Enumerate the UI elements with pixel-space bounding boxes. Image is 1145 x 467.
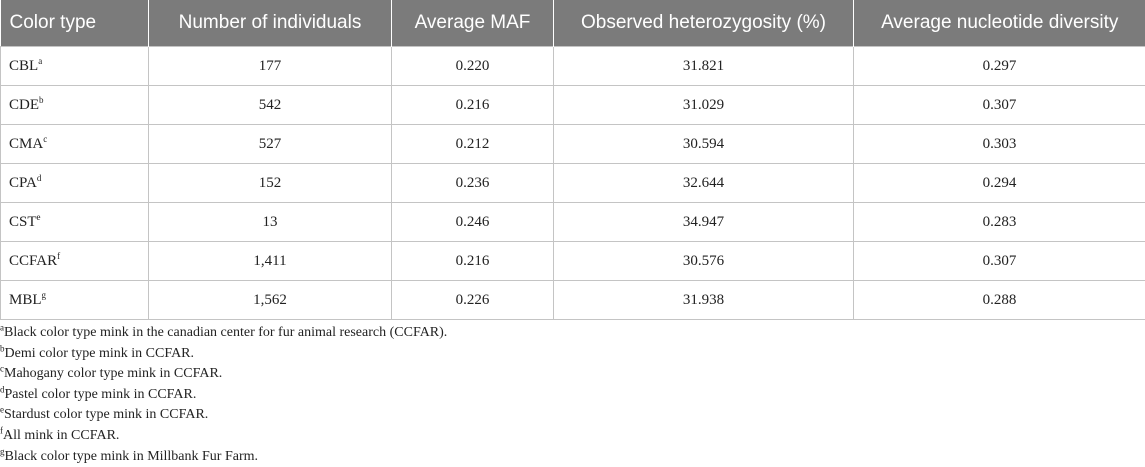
cell-average-nucleotide-diversity: 0.297 xyxy=(854,47,1145,86)
footnote: fAll mink in CCFAR. xyxy=(0,426,1145,447)
color-type-label: MBL xyxy=(9,292,42,308)
cell-average-maf: 0.226 xyxy=(392,281,554,320)
cell-average-maf: 0.216 xyxy=(392,242,554,281)
column-header-average-maf: Average MAF xyxy=(392,0,554,47)
footnote: aBlack color type mink in the canadian c… xyxy=(0,323,1145,344)
cell-number-of-individuals: 1,411 xyxy=(149,242,392,281)
footnote-text: Mahogany color type mink in CCFAR. xyxy=(4,366,222,381)
cell-observed-heterozygosity: 31.029 xyxy=(554,86,854,125)
color-type-label: CDE xyxy=(9,97,39,113)
cell-number-of-individuals: 152 xyxy=(149,164,392,203)
cell-color-type: CCFARf xyxy=(1,242,149,281)
cell-number-of-individuals: 1,562 xyxy=(149,281,392,320)
cell-average-nucleotide-diversity: 0.307 xyxy=(854,242,1145,281)
cell-average-nucleotide-diversity: 0.294 xyxy=(854,164,1145,203)
column-header-number-of-individuals: Number of individuals xyxy=(149,0,392,47)
genetic-diversity-table: Color type Number of individuals Average… xyxy=(0,0,1145,320)
table-header-row: Color type Number of individuals Average… xyxy=(1,0,1145,47)
footnote: eStardust color type mink in CCFAR. xyxy=(0,405,1145,426)
footnote: cMahogany color type mink in CCFAR. xyxy=(0,364,1145,385)
table-row: MBLg 1,562 0.226 31.938 0.288 xyxy=(1,281,1145,320)
cell-observed-heterozygosity: 30.576 xyxy=(554,242,854,281)
footnote-text: Black color type mink in the canadian ce… xyxy=(4,325,447,340)
color-type-label: CPA xyxy=(9,175,37,191)
footnote-text: Demi color type mink in CCFAR. xyxy=(5,346,195,361)
footnote-marker: d xyxy=(37,173,42,183)
cell-average-maf: 0.216 xyxy=(392,86,554,125)
color-type-label: CCFAR xyxy=(9,253,57,269)
table-row: CSTe 13 0.246 34.947 0.283 xyxy=(1,203,1145,242)
cell-observed-heterozygosity: 31.821 xyxy=(554,47,854,86)
cell-color-type: CBLa xyxy=(1,47,149,86)
footnote: bDemi color type mink in CCFAR. xyxy=(0,344,1145,365)
cell-observed-heterozygosity: 30.594 xyxy=(554,125,854,164)
footnote: gBlack color type mink in Millbank Fur F… xyxy=(0,447,1145,467)
footnote-marker: b xyxy=(39,95,44,105)
cell-observed-heterozygosity: 34.947 xyxy=(554,203,854,242)
cell-number-of-individuals: 177 xyxy=(149,47,392,86)
cell-average-maf: 0.220 xyxy=(392,47,554,86)
cell-average-maf: 0.246 xyxy=(392,203,554,242)
footnote-text: Stardust color type mink in CCFAR. xyxy=(4,407,208,422)
footnote-text: Pastel color type mink in CCFAR. xyxy=(5,387,197,402)
cell-average-nucleotide-diversity: 0.303 xyxy=(854,125,1145,164)
footnote-marker: c xyxy=(43,134,47,144)
cell-average-maf: 0.212 xyxy=(392,125,554,164)
table-footnotes: aBlack color type mink in the canadian c… xyxy=(0,323,1145,467)
footnote-text: Black color type mink in Millbank Fur Fa… xyxy=(5,449,259,464)
cell-average-nucleotide-diversity: 0.288 xyxy=(854,281,1145,320)
footnote-marker: a xyxy=(38,56,42,66)
color-type-label: CMA xyxy=(9,136,43,152)
cell-color-type: CPAd xyxy=(1,164,149,203)
cell-number-of-individuals: 542 xyxy=(149,86,392,125)
footnote-marker: e xyxy=(37,212,41,222)
footnote-marker: f xyxy=(57,251,60,261)
cell-observed-heterozygosity: 32.644 xyxy=(554,164,854,203)
table-row: CCFARf 1,411 0.216 30.576 0.307 xyxy=(1,242,1145,281)
color-type-label: CBL xyxy=(9,58,38,74)
column-header-color-type: Color type xyxy=(1,0,149,47)
cell-color-type: MBLg xyxy=(1,281,149,320)
table-row: CPAd 152 0.236 32.644 0.294 xyxy=(1,164,1145,203)
cell-number-of-individuals: 13 xyxy=(149,203,392,242)
cell-observed-heterozygosity: 31.938 xyxy=(554,281,854,320)
column-header-observed-heterozygosity: Observed heterozygosity (%) xyxy=(554,0,854,47)
footnote-marker: g xyxy=(42,290,47,300)
cell-color-type: CSTe xyxy=(1,203,149,242)
cell-average-nucleotide-diversity: 0.283 xyxy=(854,203,1145,242)
cell-number-of-individuals: 527 xyxy=(149,125,392,164)
table-row: CDEb 542 0.216 31.029 0.307 xyxy=(1,86,1145,125)
cell-average-nucleotide-diversity: 0.307 xyxy=(854,86,1145,125)
column-header-average-nucleotide-diversity: Average nucleotide diversity xyxy=(854,0,1145,47)
cell-average-maf: 0.236 xyxy=(392,164,554,203)
cell-color-type: CDEb xyxy=(1,86,149,125)
cell-color-type: CMAc xyxy=(1,125,149,164)
footnote-text: All mink in CCFAR. xyxy=(3,428,119,443)
table-row: CMAc 527 0.212 30.594 0.303 xyxy=(1,125,1145,164)
color-type-label: CST xyxy=(9,214,37,230)
footnote: dPastel color type mink in CCFAR. xyxy=(0,385,1145,406)
table-row: CBLa 177 0.220 31.821 0.297 xyxy=(1,47,1145,86)
